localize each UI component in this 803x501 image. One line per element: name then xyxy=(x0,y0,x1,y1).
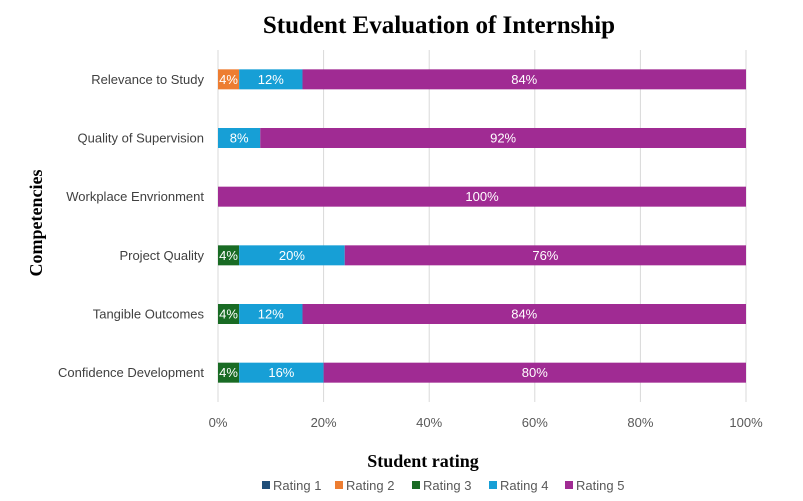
y-category-label: Workplace Envrionment xyxy=(66,189,204,204)
chart-svg: Student Evaluation of Internship Student… xyxy=(0,0,803,501)
x-tick-label: 40% xyxy=(416,415,442,430)
x-tick-label: 80% xyxy=(627,415,653,430)
legend-swatch xyxy=(262,481,270,489)
data-label: 4% xyxy=(219,365,238,380)
x-tick-label: 20% xyxy=(311,415,337,430)
data-label: 12% xyxy=(258,72,284,87)
x-tick-label: 100% xyxy=(729,415,763,430)
data-label: 4% xyxy=(219,307,238,322)
legend-label: Rating 3 xyxy=(423,478,471,493)
data-label: 80% xyxy=(522,365,548,380)
x-axis-ticks: 0% 20% 40% 60% 80% 100% xyxy=(209,415,763,430)
data-label: 4% xyxy=(219,72,238,87)
legend-swatch xyxy=(489,481,497,489)
data-label: 20% xyxy=(279,248,305,263)
legend-label: Rating 4 xyxy=(500,478,548,493)
legend-swatch xyxy=(565,481,573,489)
x-tick-label: 60% xyxy=(522,415,548,430)
gridlines xyxy=(218,50,746,402)
chart-title: Student Evaluation of Internship xyxy=(263,12,615,39)
data-label: 84% xyxy=(511,72,537,87)
data-label: 100% xyxy=(465,189,499,204)
data-label: 8% xyxy=(230,131,249,146)
bars: 4% 12% 84% 8% 92% 100% 4% 20% 76% 4% 12% 84% 4% 16% 80… xyxy=(218,69,746,382)
legend-label: Rating 2 xyxy=(346,478,394,493)
y-category-label: Project Quality xyxy=(119,248,204,263)
y-category-label: Confidence Development xyxy=(58,365,204,380)
y-category-label: Quality of Supervision xyxy=(78,131,204,146)
x-tick-label: 0% xyxy=(209,415,228,430)
y-axis-title: Competencies xyxy=(26,170,46,277)
chart: Student Evaluation of Internship Student… xyxy=(0,0,803,501)
y-category-label: Tangible Outcomes xyxy=(93,307,205,322)
y-category-label: Relevance to Study xyxy=(91,72,204,87)
y-axis-categories: Relevance to Study Quality of Supervision… xyxy=(58,72,204,380)
x-axis-title: Student rating xyxy=(367,451,479,471)
data-label: 76% xyxy=(532,248,558,263)
legend-swatch xyxy=(412,481,420,489)
legend-label: Rating 1 xyxy=(273,478,321,493)
data-label: 16% xyxy=(268,365,294,380)
legend-swatch xyxy=(335,481,343,489)
legend-label: Rating 5 xyxy=(576,478,624,493)
legend: Rating 1 Rating 2 Rating 3 Rating 4 Rating 5 xyxy=(262,478,624,493)
data-label: 12% xyxy=(258,307,284,322)
data-label: 92% xyxy=(490,131,516,146)
data-label: 84% xyxy=(511,307,537,322)
data-label: 4% xyxy=(219,248,238,263)
